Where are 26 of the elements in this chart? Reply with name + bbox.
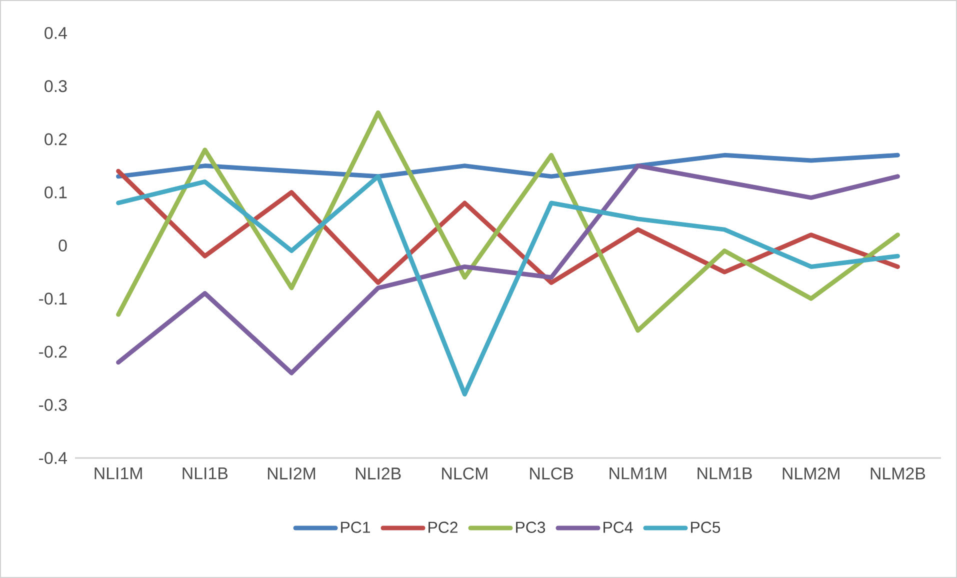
legend-label: PC2 bbox=[428, 522, 458, 533]
y-tick-label: 0.4 bbox=[44, 26, 67, 39]
x-tick-label: NLI1B bbox=[182, 468, 228, 480]
y-tick-label: -0.3 bbox=[39, 398, 67, 411]
x-tick-label: NLM2M bbox=[782, 468, 840, 480]
x-tick-label: NLCM bbox=[442, 468, 488, 480]
legend-label: PC1 bbox=[341, 522, 370, 533]
legend-label: PC3 bbox=[516, 522, 546, 533]
y-tick-label: -0.1 bbox=[39, 292, 67, 305]
x-tick-label: NLCB bbox=[530, 468, 573, 480]
legend-label: PC4 bbox=[604, 522, 633, 533]
x-tick-label: NLM2B bbox=[870, 468, 926, 480]
line-series bbox=[116, 168, 900, 285]
x-tick-label: NLM1B bbox=[698, 468, 752, 480]
x-tick-label: NLI2M bbox=[268, 468, 316, 480]
y-tick-label: 0.1 bbox=[44, 186, 67, 198]
x-tick-label: NLI1M bbox=[94, 468, 142, 480]
x-tick-label: NLM1M bbox=[610, 468, 666, 480]
y-tick-label: -0.4 bbox=[39, 452, 67, 464]
legend-label: PC5 bbox=[691, 522, 720, 533]
y-tick-label: 0.3 bbox=[44, 80, 67, 92]
y-tick-label: 0.2 bbox=[44, 133, 67, 146]
y-tick-label: 0 bbox=[58, 239, 67, 252]
x-tick-label: NLI2B bbox=[356, 468, 401, 480]
y-tick-label: -0.2 bbox=[39, 346, 67, 358]
line-series bbox=[116, 110, 900, 333]
